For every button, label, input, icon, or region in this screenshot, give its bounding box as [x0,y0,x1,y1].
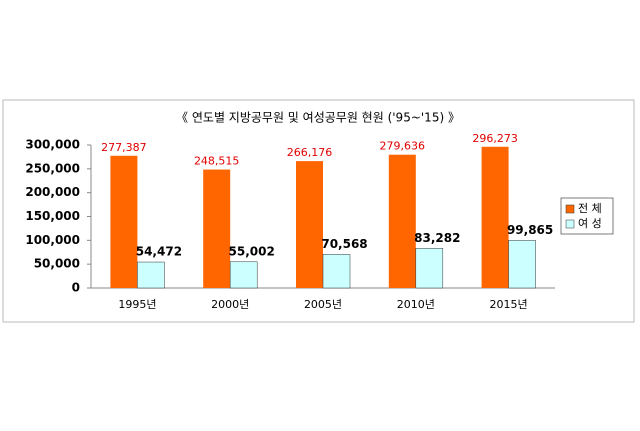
x-tick-label: 2005년 [304,298,342,311]
bar [110,155,138,288]
y-tick-label: 300,000 [25,138,80,152]
value-label: 55,002 [229,244,275,258]
x-tick-label: 2015년 [490,298,528,311]
bar [137,261,165,289]
x-tick-label: 1995년 [118,298,156,311]
bar [322,254,351,289]
chart-title: 《 연도별 지방공무원 및 여성공무원 현원 ('95~'15) 》 [176,111,460,125]
value-label: 99,865 [507,223,553,237]
bar [388,154,416,288]
y-tick-label: 250,000 [25,161,80,175]
legend-swatch [565,204,575,214]
bar [481,146,509,288]
value-label: 279,636 [380,140,426,153]
y-tick-label: 0 [72,281,80,295]
value-label: 266,176 [287,146,333,159]
value-label: 248,515 [194,155,240,168]
x-tick-label: 2000년 [211,298,249,311]
y-tick-label: 150,000 [25,209,80,223]
bar [229,261,258,289]
value-label: 54,472 [136,245,182,259]
value-label: 83,282 [414,231,460,245]
y-tick-label: 100,000 [25,233,80,247]
bar [296,161,323,288]
y-tick-label: 50,000 [34,257,80,271]
value-label: 296,273 [472,132,518,145]
x-tick-label: 2010년 [397,298,435,311]
value-label: 70,568 [321,237,367,251]
legend-box [560,197,614,235]
bar [508,240,536,289]
value-label: 277,387 [101,141,147,154]
legend-label: 여 성 [578,217,602,230]
legend-label: 전 체 [578,202,602,215]
bar [415,248,444,289]
legend-swatch [565,219,575,229]
bar [203,169,231,288]
y-tick-label: 200,000 [25,185,80,199]
